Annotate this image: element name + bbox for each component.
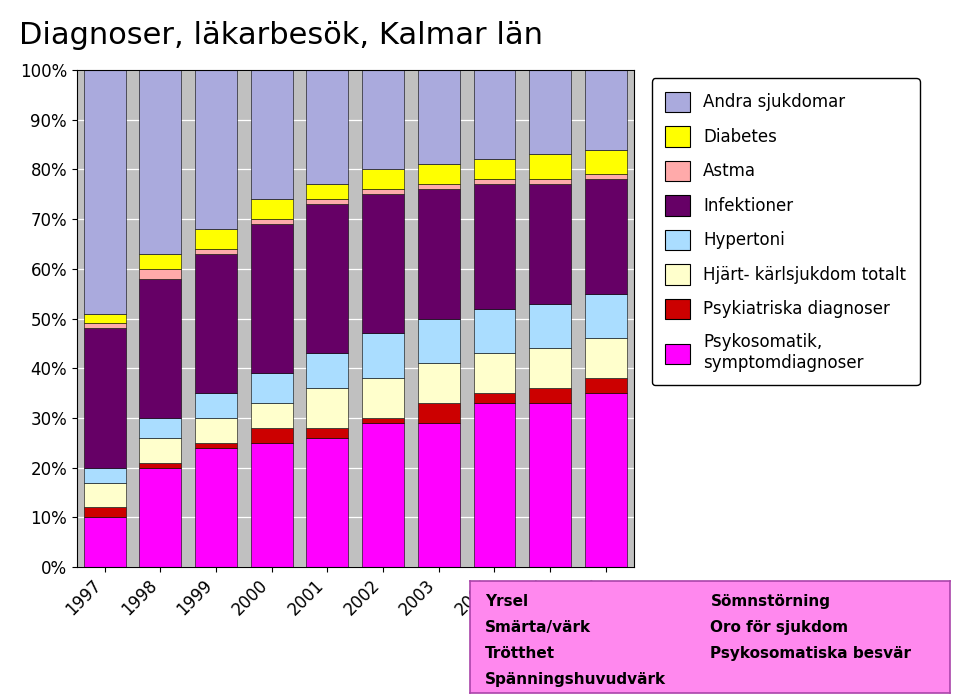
Bar [139, 438, 181, 463]
Bar [362, 169, 404, 189]
Bar [418, 189, 460, 318]
Bar [473, 179, 516, 184]
Bar [84, 482, 126, 508]
Bar [251, 199, 293, 219]
Bar [306, 70, 348, 184]
Bar [418, 423, 460, 567]
Bar [84, 517, 126, 567]
Bar [362, 195, 404, 333]
Bar [306, 438, 348, 567]
Bar [306, 199, 348, 204]
Bar [418, 403, 460, 423]
Bar [139, 70, 181, 254]
Bar [529, 184, 571, 304]
Bar [362, 333, 404, 378]
Legend: Andra sjukdomar, Diabetes, Astma, Infektioner, Hypertoni, Hjärt- kärlsjukdom tot: Andra sjukdomar, Diabetes, Astma, Infekt… [652, 78, 920, 385]
Bar [529, 179, 571, 184]
Bar [585, 294, 627, 338]
Bar [251, 443, 293, 567]
Bar [139, 254, 181, 269]
Bar [585, 179, 627, 294]
Bar [84, 70, 126, 314]
Bar [473, 393, 516, 403]
Bar [473, 184, 516, 309]
Bar [84, 468, 126, 482]
Bar [473, 70, 516, 160]
Bar [529, 403, 571, 567]
Bar [251, 428, 293, 443]
Bar [529, 349, 571, 388]
Bar [585, 70, 627, 150]
Bar [195, 448, 237, 567]
Text: Smärta/värk: Smärta/värk [485, 620, 591, 635]
Bar [418, 70, 460, 164]
Text: Psykosomatiska besvär: Psykosomatiska besvär [710, 646, 911, 661]
Bar [418, 318, 460, 363]
Bar [585, 338, 627, 378]
Bar [139, 463, 181, 468]
Bar [195, 418, 237, 443]
Text: Spänningshuvudvärk: Spänningshuvudvärk [485, 672, 666, 687]
Text: Oro för sjukdom: Oro för sjukdom [710, 620, 849, 635]
Bar [585, 393, 627, 567]
Bar [306, 428, 348, 438]
Bar [251, 70, 293, 199]
Bar [195, 70, 237, 229]
Bar [362, 70, 404, 169]
Bar [529, 304, 571, 349]
Bar [139, 279, 181, 418]
Bar [473, 309, 516, 354]
Bar [251, 224, 293, 373]
Bar [306, 354, 348, 388]
Bar [139, 269, 181, 279]
Bar [251, 403, 293, 428]
Bar [362, 418, 404, 423]
Bar [306, 204, 348, 354]
Bar [529, 155, 571, 179]
Bar [84, 328, 126, 468]
Bar [418, 164, 460, 184]
Bar [84, 314, 126, 323]
Bar [585, 378, 627, 393]
Text: Sömnstörning: Sömnstörning [710, 594, 830, 610]
Bar [195, 393, 237, 418]
Bar [585, 174, 627, 179]
Bar [84, 508, 126, 517]
Bar [473, 160, 516, 179]
Bar [473, 354, 516, 393]
Bar [585, 150, 627, 174]
Bar [418, 363, 460, 403]
Bar [195, 229, 237, 249]
Bar [362, 189, 404, 195]
Bar [529, 388, 571, 403]
Bar [306, 388, 348, 428]
Bar [84, 323, 126, 328]
Text: Yrsel: Yrsel [485, 594, 528, 610]
Bar [473, 403, 516, 567]
Bar [139, 468, 181, 567]
Text: Trötthet: Trötthet [485, 646, 555, 661]
Bar [251, 373, 293, 403]
Bar [195, 254, 237, 393]
Bar [362, 378, 404, 418]
Bar [418, 184, 460, 189]
Bar [251, 219, 293, 224]
Bar [195, 443, 237, 448]
Text: Diagnoser, läkarbesök, Kalmar län: Diagnoser, läkarbesök, Kalmar län [19, 21, 543, 50]
Bar [139, 418, 181, 438]
Bar [195, 249, 237, 254]
Bar [529, 70, 571, 155]
Bar [362, 423, 404, 567]
Bar [306, 184, 348, 199]
